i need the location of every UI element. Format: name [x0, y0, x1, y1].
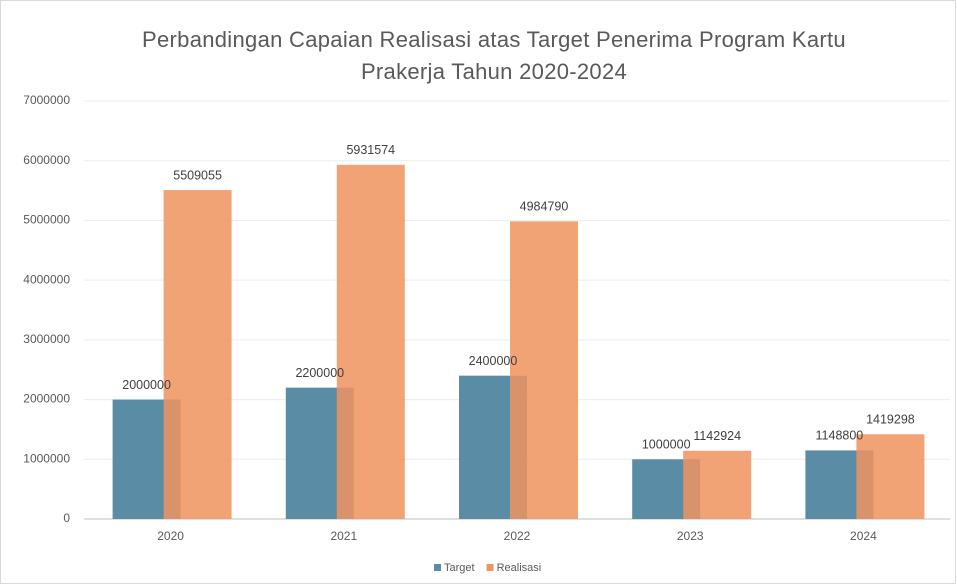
data-label: 1148800: [816, 429, 864, 443]
x-tick-label: 2022: [504, 529, 531, 543]
data-label: 2000000: [122, 378, 171, 392]
x-tick-label: 2024: [850, 529, 877, 543]
legend-label: Realisasi: [497, 562, 542, 574]
bar: [510, 221, 578, 519]
y-tick-label: 6000000: [23, 153, 70, 167]
data-label: 1142924: [693, 429, 741, 443]
bar: [163, 190, 232, 520]
data-label: 5509055: [173, 168, 222, 182]
data-label: 1419298: [866, 413, 915, 427]
y-tick-label: 1000000: [23, 451, 70, 465]
bar: [683, 450, 752, 519]
chart-title: Perbandingan Capaian Realisasi atas Targ…: [142, 27, 846, 84]
x-tick-label: 2021: [330, 529, 357, 543]
y-tick-label: 3000000: [23, 332, 70, 346]
x-tick-label: 2023: [677, 529, 704, 543]
data-label: 2200000: [295, 366, 344, 380]
y-tick-label: 2000000: [23, 392, 70, 406]
bar: [336, 164, 405, 519]
y-tick-label: 7000000: [23, 93, 70, 107]
legend-swatch: [486, 564, 494, 571]
bar: [856, 434, 925, 519]
data-label: 4984790: [520, 200, 569, 214]
y-tick-label: 0: [63, 511, 70, 525]
data-label: 2400000: [469, 354, 518, 368]
legend-label: Target: [444, 562, 475, 574]
y-tick-label: 4000000: [23, 272, 70, 286]
x-tick-label: 2020: [157, 529, 184, 543]
y-tick-label: 5000000: [23, 213, 70, 227]
legend-swatch: [434, 564, 441, 571]
data-label: 1000000: [642, 438, 691, 452]
data-label: 5931574: [346, 143, 395, 157]
